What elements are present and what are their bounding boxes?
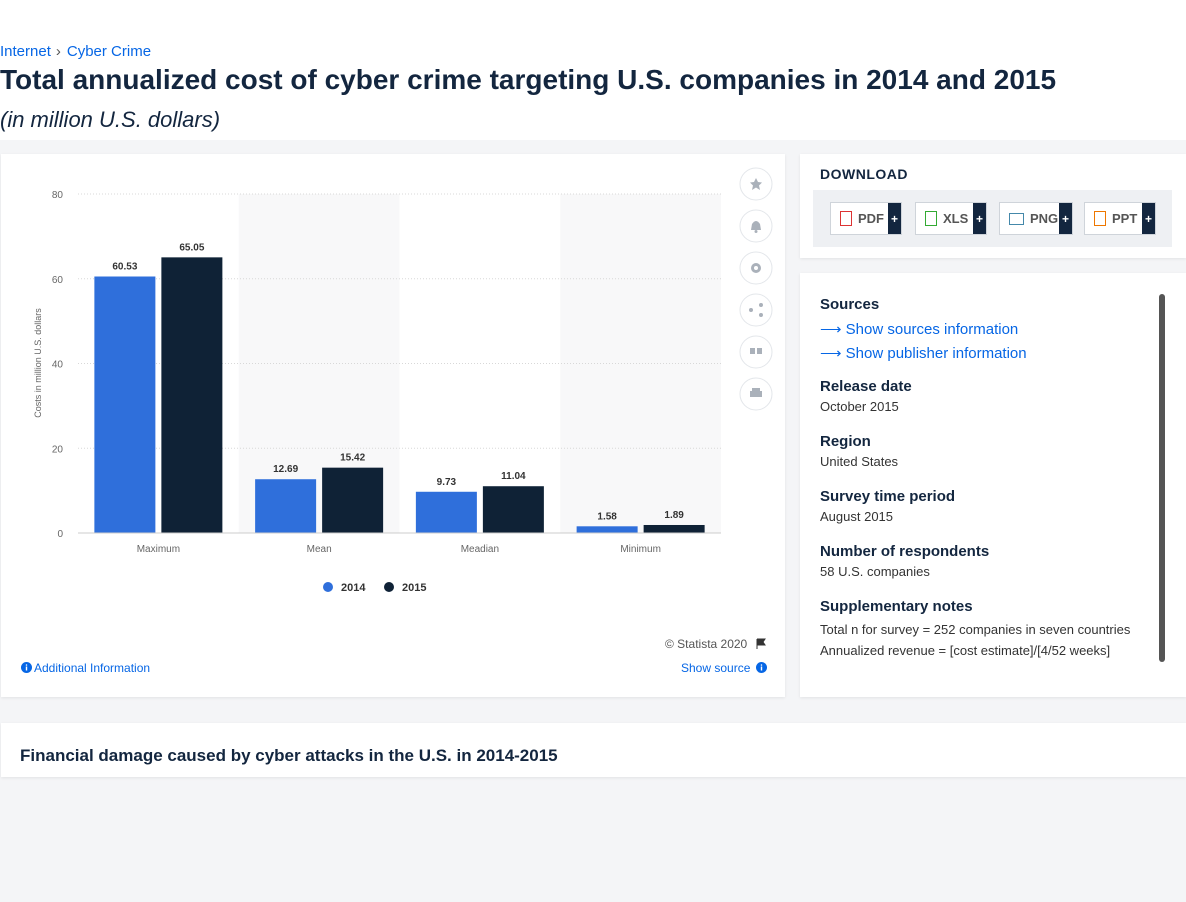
bar xyxy=(255,479,317,533)
info-card xyxy=(800,273,1186,697)
breadcrumb: Internet › Cyber Crime xyxy=(0,43,151,60)
field-label: Supplementary notes xyxy=(820,598,973,615)
legend-label: 2015 xyxy=(402,582,426,594)
plus: + xyxy=(1142,203,1155,234)
related-title[interactable]: Financial damage caused by cyber attacks… xyxy=(20,746,558,765)
field-label: Survey time period xyxy=(820,488,956,505)
x-tick-label: Maximum xyxy=(137,544,180,555)
button-label: XLS xyxy=(943,211,969,226)
ppt-button[interactable]: PPT + xyxy=(1084,202,1156,235)
xls-button[interactable]: XLS + xyxy=(915,202,987,235)
bar xyxy=(94,276,156,533)
x-tick-label: Mean xyxy=(307,544,332,555)
data-label: 11.04 xyxy=(501,471,526,482)
band-bg xyxy=(560,194,721,533)
y-tick-label: 80 xyxy=(52,190,64,201)
bar xyxy=(643,524,705,533)
breadcrumb-link[interactable]: Cyber Crime xyxy=(66,43,152,60)
button-label: PPT xyxy=(1112,211,1138,226)
bar xyxy=(576,526,638,533)
additional-info-link[interactable]: Additional Information xyxy=(34,661,151,675)
page-subtitle: (in million U.S. dollars) xyxy=(0,107,221,132)
field-value: August 2015 xyxy=(820,509,894,524)
bar xyxy=(322,467,384,533)
field-label: Number of respondents xyxy=(820,543,990,560)
pdf-button[interactable]: PDF + xyxy=(830,202,902,235)
tool-buttons xyxy=(739,167,773,411)
field-value: 58 U.S. companies xyxy=(820,564,930,579)
chart: 0 20 40 60 80 Costs in million U.S. dollars Ma… xyxy=(33,190,721,594)
y-axis-title: Costs in million U.S. dollars xyxy=(33,308,43,418)
field-label: Region xyxy=(820,433,871,450)
y-tick-label: 60 xyxy=(52,275,64,286)
page-title: Total annualized cost of cyber crime tar… xyxy=(0,64,1057,95)
cite-button[interactable] xyxy=(739,335,773,369)
link-text: Show publisher information xyxy=(845,345,1027,362)
data-label: 1.58 xyxy=(597,511,617,522)
plus: + xyxy=(888,203,901,234)
field-value: Total n for survey = 252 companies in se… xyxy=(820,622,1131,637)
download-title: DOWNLOAD xyxy=(820,166,908,182)
button-label: PNG xyxy=(1030,211,1059,226)
field-value: United States xyxy=(820,454,899,469)
field-value: October 2015 xyxy=(820,399,899,414)
related-card xyxy=(1,723,1186,777)
breadcrumb-link[interactable]: Internet xyxy=(0,43,51,60)
x-tick-label: Meadian xyxy=(461,544,499,555)
field-label: Release date xyxy=(820,378,912,395)
plus: + xyxy=(973,203,986,234)
info-icon xyxy=(756,662,767,673)
plus: + xyxy=(1059,203,1072,234)
data-label: 60.53 xyxy=(112,262,137,273)
scrollbar[interactable] xyxy=(1159,294,1165,662)
button-label: PDF xyxy=(858,211,884,226)
field-value: Annualized revenue = [cost estimate]/[4/… xyxy=(820,643,1111,658)
x-tick-label: Minimum xyxy=(620,544,661,555)
link-text: Show sources information xyxy=(845,321,1019,338)
legend-marker xyxy=(384,582,394,592)
data-label: 12.69 xyxy=(273,464,298,475)
show-source-link[interactable]: Show source xyxy=(681,661,751,675)
data-label: 9.73 xyxy=(437,477,457,488)
bar xyxy=(482,486,544,533)
y-tick-label: 0 xyxy=(57,529,63,540)
legend-marker xyxy=(323,582,333,592)
info-icon xyxy=(21,662,32,673)
data-label: 1.89 xyxy=(664,510,684,521)
share-button[interactable] xyxy=(739,293,773,327)
show-sources-link[interactable]: ⟶ Show sources information xyxy=(820,321,1019,338)
sources-title: Sources xyxy=(820,296,880,313)
bar xyxy=(161,257,223,533)
info-fields: Release date October 2015 Region United St… xyxy=(820,378,1140,677)
show-publisher-link[interactable]: ⟶ Show publisher information xyxy=(820,345,1027,362)
header-bg xyxy=(0,0,1186,140)
flag-icon[interactable] xyxy=(755,638,767,650)
data-label: 65.05 xyxy=(179,242,204,253)
breadcrumb-separator: › xyxy=(55,43,61,60)
bar xyxy=(415,491,477,533)
png-button[interactable]: PNG + xyxy=(999,202,1073,235)
y-tick-label: 40 xyxy=(52,360,64,371)
copyright: © Statista 2020 xyxy=(665,637,748,651)
y-tick-label: 20 xyxy=(52,444,64,455)
legend-label: 2014 xyxy=(341,582,366,594)
data-label: 15.42 xyxy=(340,453,365,464)
